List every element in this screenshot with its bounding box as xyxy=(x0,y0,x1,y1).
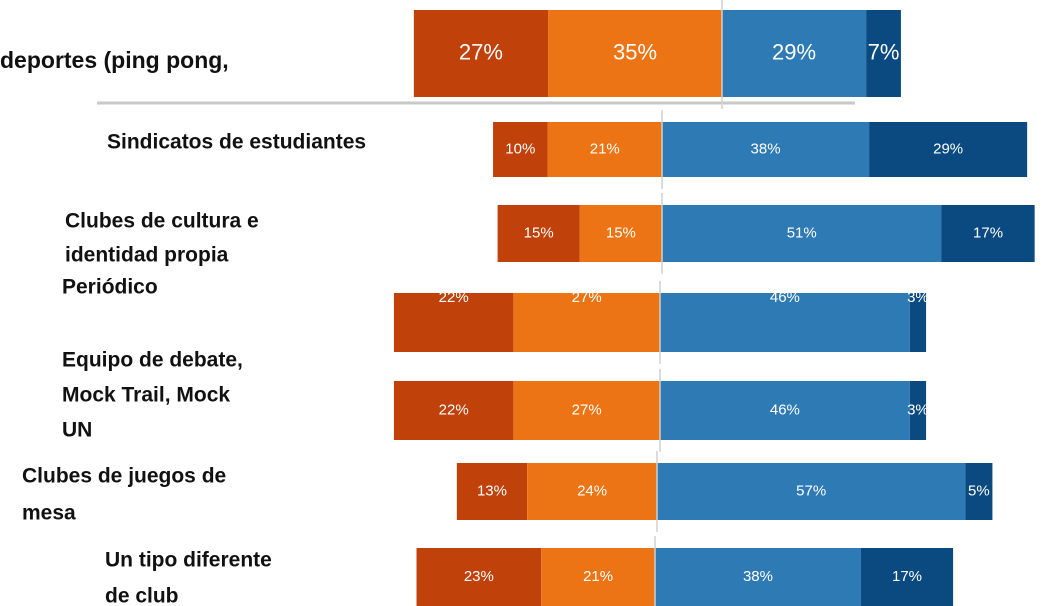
value-label: 29% xyxy=(772,39,816,64)
bar-segment xyxy=(493,122,548,177)
category-label: Clubes de juegos de xyxy=(22,465,226,488)
bar-segment xyxy=(548,10,722,97)
value-label: 21% xyxy=(583,568,613,585)
value-label: 3% xyxy=(907,401,929,418)
bar-segment xyxy=(513,293,660,352)
bar-segment xyxy=(866,10,901,97)
value-label: 17% xyxy=(892,568,922,585)
category-label: UN xyxy=(62,419,92,442)
category-label: de club xyxy=(105,585,179,606)
category-label: Un tipo diferente xyxy=(105,549,272,572)
bar-segment xyxy=(547,122,662,177)
value-label: 38% xyxy=(751,140,781,157)
bar-segment xyxy=(722,10,867,97)
bar-segment xyxy=(541,548,655,606)
category-label: identidad propia xyxy=(65,244,229,267)
bar-segment xyxy=(909,381,927,440)
value-label: 10% xyxy=(505,140,535,157)
value-label: 46% xyxy=(770,289,800,306)
bar-segment xyxy=(660,293,910,352)
bar-segment xyxy=(527,463,657,520)
value-label: 22% xyxy=(439,401,469,418)
bar-segment xyxy=(655,548,861,606)
category-label: Sindicatos de estudiantes xyxy=(107,131,366,154)
value-label: 23% xyxy=(464,568,494,585)
bar-segment xyxy=(657,463,966,520)
bar-segment xyxy=(393,293,514,352)
category-label: deportes (ping pong, xyxy=(0,47,229,73)
value-label: 27% xyxy=(572,289,602,306)
bar-segment xyxy=(497,205,580,262)
value-label: 21% xyxy=(590,140,620,157)
value-label: 35% xyxy=(613,39,657,64)
bar-segment xyxy=(416,548,542,606)
bar-segment xyxy=(941,205,1035,262)
value-label: 3% xyxy=(907,289,929,306)
value-label: 17% xyxy=(973,224,1003,241)
value-label: 13% xyxy=(477,482,507,499)
value-label: 15% xyxy=(524,224,554,241)
value-label: 51% xyxy=(787,224,817,241)
value-label: 22% xyxy=(439,289,469,306)
value-label: 5% xyxy=(968,482,990,499)
category-label: Periódico xyxy=(62,276,158,299)
bar-segment xyxy=(860,548,954,606)
value-label: 27% xyxy=(459,39,503,64)
bar-segment xyxy=(869,122,1028,177)
value-label: 15% xyxy=(606,224,636,241)
bar-segment xyxy=(393,381,514,440)
bar-segment xyxy=(965,463,993,520)
value-label: 7% xyxy=(868,39,900,64)
bar-segment xyxy=(662,205,942,262)
bar-segment xyxy=(909,293,927,352)
value-label: 24% xyxy=(577,482,607,499)
bar-segment xyxy=(456,463,528,520)
bar-segment xyxy=(579,205,662,262)
value-label: 57% xyxy=(796,482,826,499)
bar-segment xyxy=(413,10,549,97)
category-label: Equipo de debate, xyxy=(62,349,243,372)
bar-segment xyxy=(513,381,660,440)
category-label: mesa xyxy=(22,502,76,525)
value-label: 29% xyxy=(933,140,963,157)
category-label: Mock Trail, Mock xyxy=(62,384,230,407)
value-label: 27% xyxy=(572,401,602,418)
category-label: Clubes de cultura e xyxy=(65,210,259,233)
value-label: 38% xyxy=(743,568,773,585)
bar-segment xyxy=(662,122,870,177)
value-label: 46% xyxy=(770,401,800,418)
bar-segment xyxy=(660,381,910,440)
